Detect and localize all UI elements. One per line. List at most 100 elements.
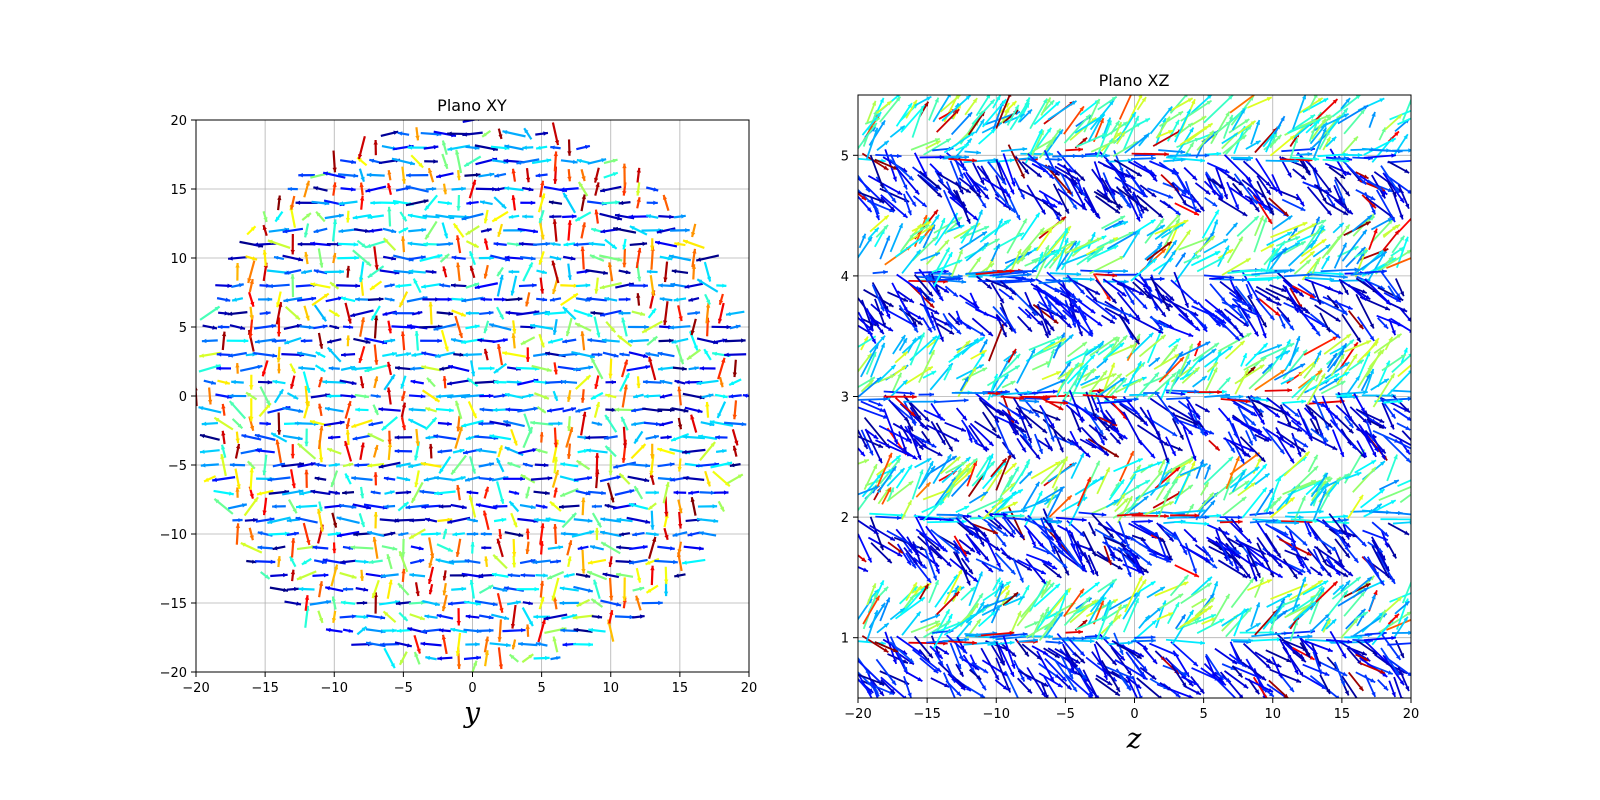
- quiver-arrow: [229, 462, 246, 468]
- quiver-arrow: [207, 387, 213, 405]
- quiver-arrow: [451, 476, 466, 482]
- quiver-arrow: [718, 376, 724, 388]
- quiver-arrow: [221, 403, 226, 416]
- quiver-arrow: [497, 619, 503, 642]
- quiver-arrow: [538, 209, 545, 224]
- quiver-arrow: [300, 338, 313, 344]
- quiver-arrow: [461, 212, 484, 221]
- quiver-arrow: [1038, 672, 1064, 688]
- quiver-arrow: [442, 375, 447, 389]
- quiver-arrow: [683, 545, 704, 551]
- quiver-arrow: [519, 558, 536, 565]
- quiver-arrow: [259, 310, 271, 316]
- quiver-arrow: [247, 260, 256, 284]
- quiver-arrow: [1242, 642, 1272, 670]
- quiver-arrow: [405, 199, 429, 207]
- quiver-arrow: [414, 582, 420, 597]
- quiver-arrow: [221, 331, 227, 351]
- quiver-arrow: [591, 614, 603, 619]
- quiver-arrow: [717, 357, 726, 380]
- quiver-arrow: [552, 390, 559, 402]
- quiver-arrow: [202, 324, 218, 330]
- quiver-arrow: [603, 435, 618, 440]
- quiver-arrow: [587, 338, 607, 344]
- quiver-arrow: [359, 442, 365, 461]
- plot-xy: Plano XY −20 −15 −10 −5 0 5 10 15 20 −20 −15 −10 −5 0…: [160, 96, 758, 729]
- quiver-arrow: [615, 572, 634, 578]
- quiver-arrow: [551, 122, 560, 146]
- quiver-arrow: [435, 407, 454, 413]
- quiver-arrow: [290, 195, 296, 210]
- quiver-arrow: [606, 482, 615, 503]
- quiver-arrow: [258, 297, 273, 302]
- quiver-arrow: [923, 620, 952, 639]
- quiver-arrow: [411, 352, 424, 357]
- quiver-arrow: [1296, 634, 1313, 639]
- quiver-arrow: [1325, 639, 1353, 644]
- quiver-arrow: [339, 159, 357, 165]
- quiver-arrow: [382, 610, 397, 623]
- quiver-arrow: [1392, 616, 1409, 640]
- quiver-arrow: [561, 512, 577, 529]
- quiver-arrow: [378, 461, 401, 469]
- quiver-arrow: [1122, 597, 1140, 633]
- quiver-arrow: [387, 442, 393, 461]
- quiver-arrow: [497, 445, 503, 458]
- quiver-arrow: [538, 596, 545, 610]
- quiver-arrow: [672, 366, 687, 371]
- quiver-arrow: [249, 306, 254, 320]
- quiver-arrow: [450, 503, 467, 510]
- quiver-arrow: [325, 627, 343, 633]
- quiver-arrow: [1180, 582, 1213, 605]
- quiver-arrow: [594, 375, 600, 390]
- quiver-arrow: [253, 323, 277, 330]
- quiver-arrow: [350, 309, 374, 318]
- quiver-arrow: [636, 376, 641, 389]
- quiver-arrow: [539, 432, 544, 443]
- quiver-arrow: [1340, 579, 1351, 592]
- quiver-arrow: [420, 338, 442, 343]
- quiver-arrow: [1156, 611, 1174, 621]
- quiver-arrow: [420, 641, 442, 647]
- quiver-arrow: [296, 351, 317, 358]
- quiver-arrow: [705, 401, 710, 418]
- quiver-arrow: [272, 462, 286, 468]
- quiver-arrow: [577, 181, 589, 197]
- quiver-arrow: [353, 228, 370, 234]
- quiver-arrow: [396, 476, 411, 482]
- quiver-arrow: [1171, 609, 1195, 645]
- quiver-arrow: [889, 607, 906, 621]
- quiver-arrow: [1302, 580, 1329, 596]
- quiver-arrow: [710, 461, 733, 469]
- quiver-arrow: [969, 669, 982, 681]
- quiver-arrow: [552, 319, 558, 335]
- quiver-arrow: [539, 277, 545, 294]
- quiver-arrow: [880, 679, 896, 695]
- quiver-arrow: [627, 475, 650, 483]
- quiver-arrow: [566, 416, 572, 432]
- quiver-arrow: [421, 504, 441, 509]
- quiver-arrow: [286, 392, 299, 400]
- quiver-arrow: [586, 448, 608, 454]
- quiver-arrow: [290, 538, 296, 558]
- quiver-arrow: [465, 282, 480, 289]
- quiver-arrow: [876, 622, 890, 634]
- quiver-arrow: [1044, 657, 1068, 682]
- quiver-arrow: [414, 470, 420, 488]
- quiver-arrow: [471, 660, 478, 672]
- quiver-arrow: [462, 131, 483, 137]
- quiver-arrow: [468, 495, 477, 518]
- quiver-arrow: [453, 352, 465, 357]
- quiver-arrow: [525, 347, 530, 362]
- quiver-arrow: [478, 421, 495, 426]
- quiver-arrow: [1075, 666, 1088, 680]
- quiver-arrow: [531, 158, 552, 165]
- quiver-arrow: [591, 504, 603, 509]
- quiver-arrow: [1055, 674, 1073, 691]
- quiver-arrow: [1299, 642, 1311, 658]
- y-tick-label: −5: [168, 459, 187, 474]
- quiver-arrow: [566, 539, 573, 556]
- quiver-arrow: [249, 467, 254, 490]
- quiver-arrow: [565, 317, 573, 337]
- quiver-arrow: [317, 376, 323, 388]
